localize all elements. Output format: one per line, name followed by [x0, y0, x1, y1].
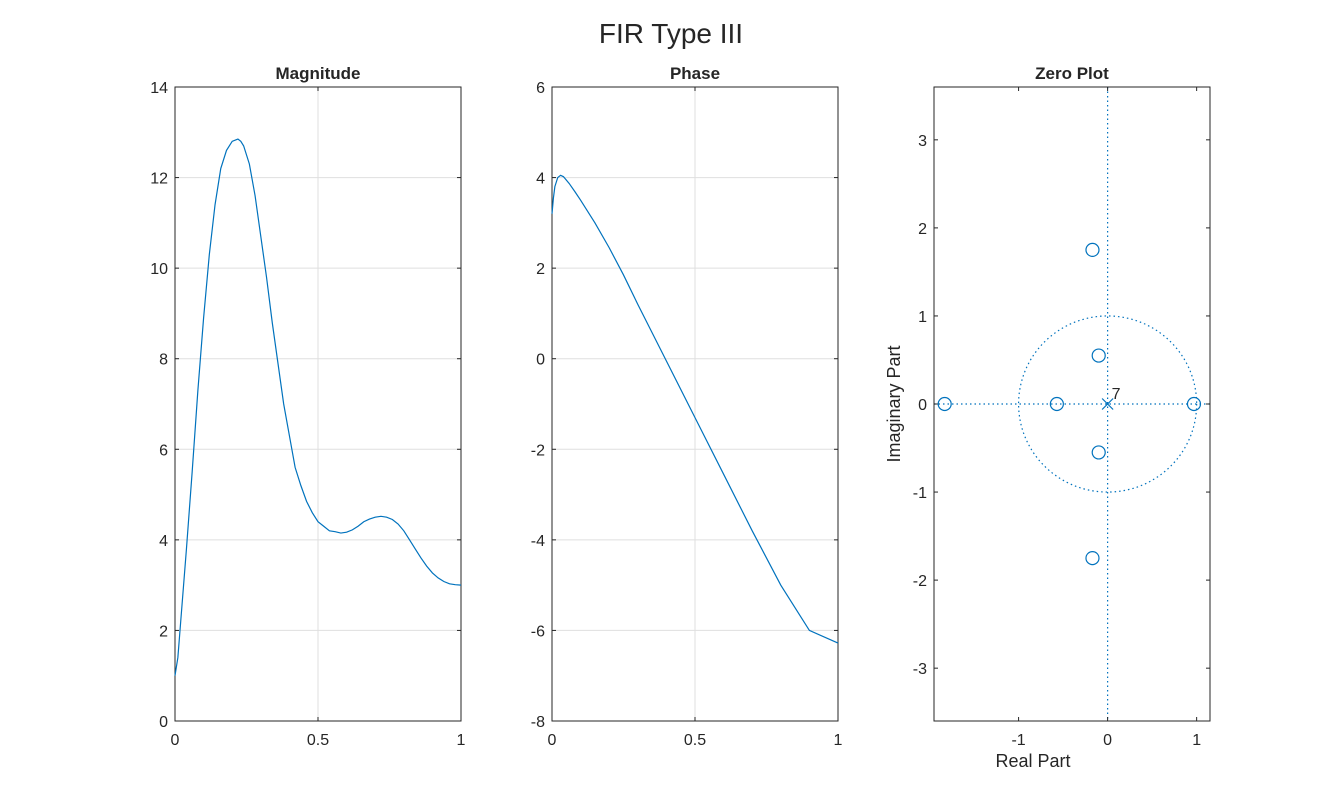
x-tick-label: 0.5 — [684, 732, 706, 749]
y-tick-label: 8 — [159, 352, 168, 369]
y-tick-label: -2 — [531, 442, 545, 459]
x-axis-label: Real Part — [995, 751, 1070, 771]
zero-marker — [1085, 550, 1100, 566]
x-tick-label: 1 — [834, 732, 843, 749]
zero-marker — [1091, 445, 1106, 460]
pole-multiplicity-label: 7 — [1112, 386, 1121, 403]
x-tick-label: 0.5 — [307, 732, 329, 749]
y-tick-label: 1 — [918, 309, 927, 326]
x-tick-label: 1 — [457, 732, 466, 749]
y-tick-label: 2 — [536, 261, 545, 278]
zero-marker — [1091, 348, 1106, 363]
y-tick-label: -4 — [531, 533, 545, 550]
y-tick-label: -6 — [531, 623, 545, 640]
x-tick-label: 0 — [1103, 732, 1112, 749]
x-tick-label: 0 — [171, 732, 180, 749]
x-tick-label: 0 — [548, 732, 557, 749]
x-tick-label: 1 — [1192, 732, 1201, 749]
y-tick-label: 6 — [159, 442, 168, 459]
figure-title: FIR Type III — [599, 18, 743, 49]
y-tick-label: -1 — [913, 485, 927, 502]
y-tick-label: 6 — [536, 80, 545, 97]
pole-stroke-b — [1101, 398, 1114, 410]
zero-marker — [1085, 242, 1100, 258]
series-line — [551, 174, 839, 644]
y-tick-label: 4 — [159, 533, 168, 550]
x-tick-label: -1 — [1011, 732, 1025, 749]
y-tick-label: 12 — [150, 171, 168, 188]
y-tick-label: -2 — [913, 573, 927, 590]
y-tick-label: 0 — [918, 397, 927, 414]
subplot-title: Phase — [670, 64, 720, 83]
y-tick-label: 10 — [150, 261, 168, 278]
subplot-2: 0 0.5 1 -8 -6 -4 -2 0 2 4 6 Phase — [531, 64, 843, 749]
y-tick-label: -8 — [531, 714, 545, 731]
y-tick-label: 2 — [159, 623, 168, 640]
y-tick-label: 2 — [918, 221, 927, 238]
unit-circle — [1017, 315, 1198, 493]
zero-marker — [937, 396, 952, 412]
y-tick-label: -3 — [913, 661, 927, 678]
y-tick-label: 14 — [150, 80, 168, 97]
y-tick-label: 3 — [918, 133, 927, 150]
y-tick-label: 0 — [159, 714, 168, 731]
zero-marker — [1186, 396, 1202, 412]
subplot-title: Magnitude — [276, 64, 361, 83]
y-axis-label: Imaginary Part — [884, 345, 904, 462]
series-line — [174, 138, 462, 676]
pole-marker — [1101, 398, 1114, 410]
subplot-title: Zero Plot — [1035, 64, 1109, 83]
y-tick-label: 0 — [536, 352, 545, 369]
subplot-3: -1 0 1 -3 -2 -1 0 1 2 3 Zero Plot Real Part Imaginar… — [884, 64, 1211, 771]
y-tick-label: 4 — [536, 171, 545, 188]
zero-marker — [1049, 396, 1064, 412]
